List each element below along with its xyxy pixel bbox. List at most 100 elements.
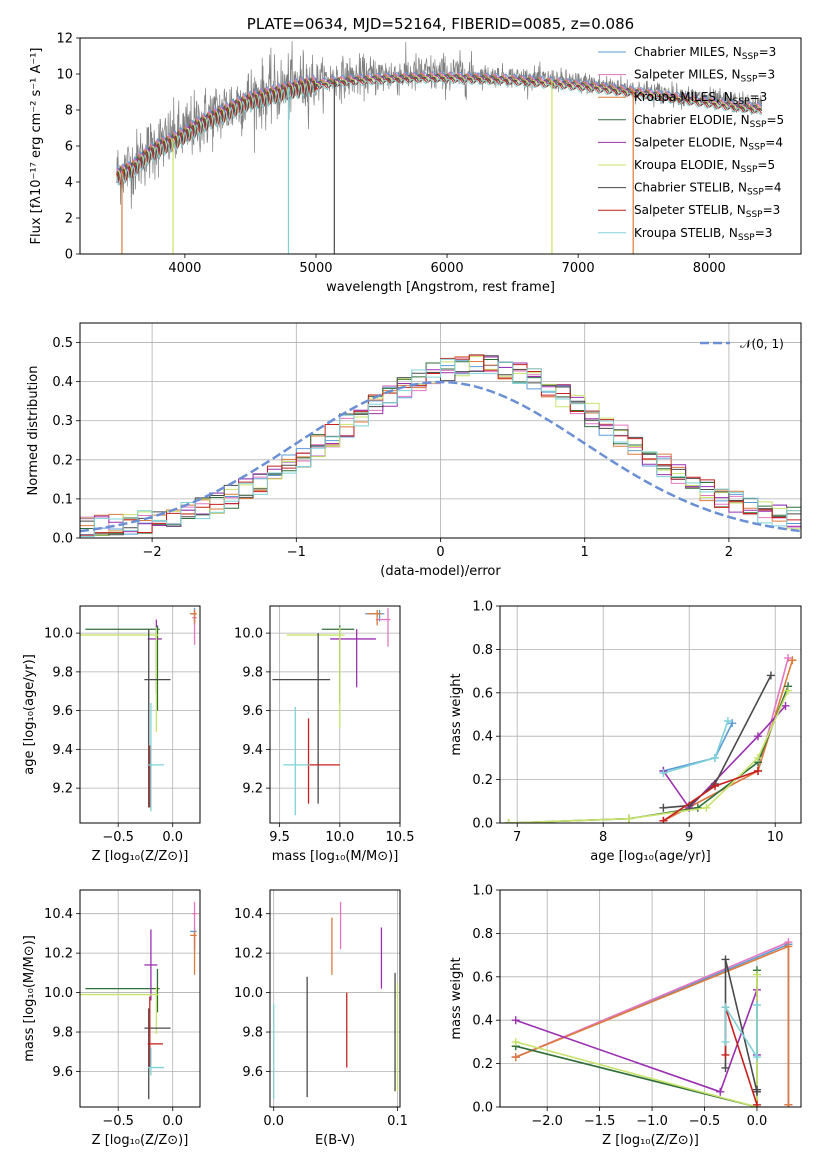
legend-label: Salpeter ELODIE, NSSP=4	[634, 135, 783, 152]
y-tick-label: 2	[65, 212, 73, 227]
y-axis-label: Flux [fλ10⁻¹⁷ erg cm⁻² s⁻¹ A⁻¹]	[29, 48, 44, 245]
y-tick-label: 4	[65, 176, 73, 191]
x-axis-label: wavelength [Angstrom, rest frame]	[326, 280, 555, 295]
weight-point-marker	[728, 719, 737, 728]
y-tick-label: 0.8	[472, 927, 493, 942]
y-tick-label: 9.4	[52, 743, 73, 758]
legend-label: Salpeter STELIB, NSSP=3	[634, 203, 780, 220]
weight-series-line	[663, 720, 729, 774]
age-vs-Z-frame	[79, 605, 201, 824]
x-tick-label: 7	[513, 830, 521, 845]
age-vs-mass-plot	[272, 607, 391, 816]
x-tick-label: 9	[685, 830, 693, 845]
x-tick-label: 9.5	[269, 830, 290, 845]
mass-vs-Z-axes: −0.5 0.0 9.6 9.8 10.0 10.2 10.4 Z [log₁₀(Z/Z⊙)]…	[22, 890, 200, 1148]
legend-label: Salpeter MILES, NSSP=3	[634, 68, 775, 85]
y-tick-label: 0.4	[472, 1014, 493, 1029]
legend-label: Kroupa ELODIE, NSSP=5	[634, 158, 775, 175]
weight-point-marker	[659, 769, 668, 778]
weight-series-line	[663, 675, 772, 809]
y-tick-label: 0	[65, 248, 73, 263]
x-axis-label: Z [log₁₀(Z/Z⊙)]	[92, 1133, 189, 1148]
y-tick-label: 6	[65, 140, 73, 155]
age-vs-mass-axes: 9.5 10.0 10.5 9.2 9.4 9.6 9.8 10.0 mass [log₁₀(M…	[234, 606, 414, 864]
spectrum-plot	[116, 40, 763, 254]
x-tick-label: 0.0	[162, 830, 183, 845]
y-tick-label: 1.0	[472, 600, 493, 615]
y-tick-label: 0.6	[472, 686, 493, 701]
y-axis-label: Normed distribution	[26, 366, 41, 496]
y-tick-label: 9.6	[242, 1065, 263, 1080]
weight-point-marker	[716, 1087, 725, 1096]
x-tick-label: 8000	[693, 261, 726, 276]
y-tick-label: 0.0	[472, 817, 493, 832]
weight-point-marker	[784, 654, 793, 663]
y-tick-label: 9.8	[52, 1026, 73, 1041]
x-tick-label: 0.0	[263, 1114, 284, 1129]
y-tick-label: 9.8	[242, 665, 263, 680]
y-tick-label: 9.8	[52, 665, 73, 680]
y-axis-label: mass [log₁₀(M/M⊙)]	[22, 935, 37, 1062]
y-tick-label: 0.0	[52, 532, 73, 547]
mass-weight-vs-Z-axes: −2.0 −1.5 −1.0 −0.5 0.0 0.0 0.2 0.4 0.6 0.8 1.0 Z […	[449, 884, 801, 1148]
y-tick-label: 10	[56, 68, 73, 83]
weight-point-marker	[788, 656, 797, 665]
x-tick-label: 0.1	[387, 1114, 408, 1129]
y-tick-label: 9.4	[242, 743, 263, 758]
mass-vs-Z-frame	[79, 889, 201, 1108]
x-tick-label: −1	[287, 545, 306, 560]
weight-point-marker	[766, 671, 775, 680]
mass-vs-Z-plot	[80, 901, 197, 1100]
weight-point-marker	[721, 1003, 730, 1012]
legend-label: Chabrier ELODIE, NSSP=5	[634, 113, 784, 130]
weight-point-marker	[784, 1100, 793, 1107]
histogram-series	[80, 358, 801, 538]
weight-point-marker	[754, 766, 762, 775]
x-tick-label: −2.0	[531, 1114, 563, 1129]
y-tick-label: 10.2	[44, 947, 73, 962]
y-tick-label: 9.6	[52, 1065, 73, 1080]
y-tick-label: 9.8	[242, 1026, 263, 1041]
weight-point-marker	[784, 942, 793, 951]
x-tick-label: 7000	[562, 261, 595, 276]
weight-point-marker	[752, 1053, 761, 1062]
y-tick-label: 9.6	[242, 704, 263, 719]
y-tick-label: 0.2	[472, 773, 493, 788]
weight-series-line	[508, 686, 789, 823]
mass-weight-vs-age-frame	[499, 605, 802, 824]
y-tick-label: 10.4	[234, 907, 263, 922]
x-tick-label: 4000	[168, 261, 201, 276]
x-tick-label: 10	[767, 830, 784, 845]
residuals-axes: −2 −1 0 1 2 0.0 0.1 0.2 0.3 0.4 0.5 (data-model)/er…	[26, 323, 801, 579]
weight-point-marker	[784, 686, 793, 695]
weight-series-line	[724, 959, 758, 1092]
y-tick-label: 9.2	[52, 782, 73, 797]
legend-label: Chabrier STELIB, NSSP=4	[634, 181, 782, 198]
mass-vs-EBV-axes: 0.0 0.1 9.6 9.8 10.0 10.2 10.4 E(B-V)	[234, 890, 408, 1148]
weight-point-marker	[625, 814, 633, 823]
y-tick-label: 0.6	[472, 970, 493, 985]
spectrum-axes: 4000 5000 6000 7000 8000 0 2 4 6 8 10 12 wavelength …	[29, 15, 726, 295]
y-tick-label: 10.0	[44, 986, 73, 1001]
legend-label: 𝒩(0, 1)	[740, 337, 784, 351]
weight-point-marker	[511, 1037, 520, 1046]
y-axis-label: age [log₁₀(age/yr)]	[22, 654, 37, 775]
x-axis-label: Z [log₁₀(Z/Z⊙)]	[92, 849, 189, 864]
weight-point-marker	[711, 753, 719, 762]
y-tick-label: 0.1	[52, 492, 73, 507]
x-tick-label: 8	[599, 830, 607, 845]
weight-series-line	[662, 705, 787, 810]
y-tick-label: 10.2	[234, 947, 263, 962]
x-tick-label: 10.5	[386, 830, 415, 845]
y-tick-label: 12	[56, 32, 73, 47]
legend-label: Kroupa STELIB, NSSP=3	[634, 226, 772, 243]
weight-point-marker	[721, 955, 730, 964]
weight-point-marker	[511, 1053, 520, 1062]
x-tick-label: −2	[143, 545, 162, 560]
x-tick-label: 2	[725, 545, 733, 560]
x-axis-label: (data-model)/error	[380, 564, 501, 579]
normal-curve	[80, 380, 801, 533]
x-axis-label: E(B-V)	[315, 1133, 355, 1148]
weight-series-line	[724, 1004, 758, 1060]
x-tick-label: −1.5	[584, 1114, 616, 1129]
